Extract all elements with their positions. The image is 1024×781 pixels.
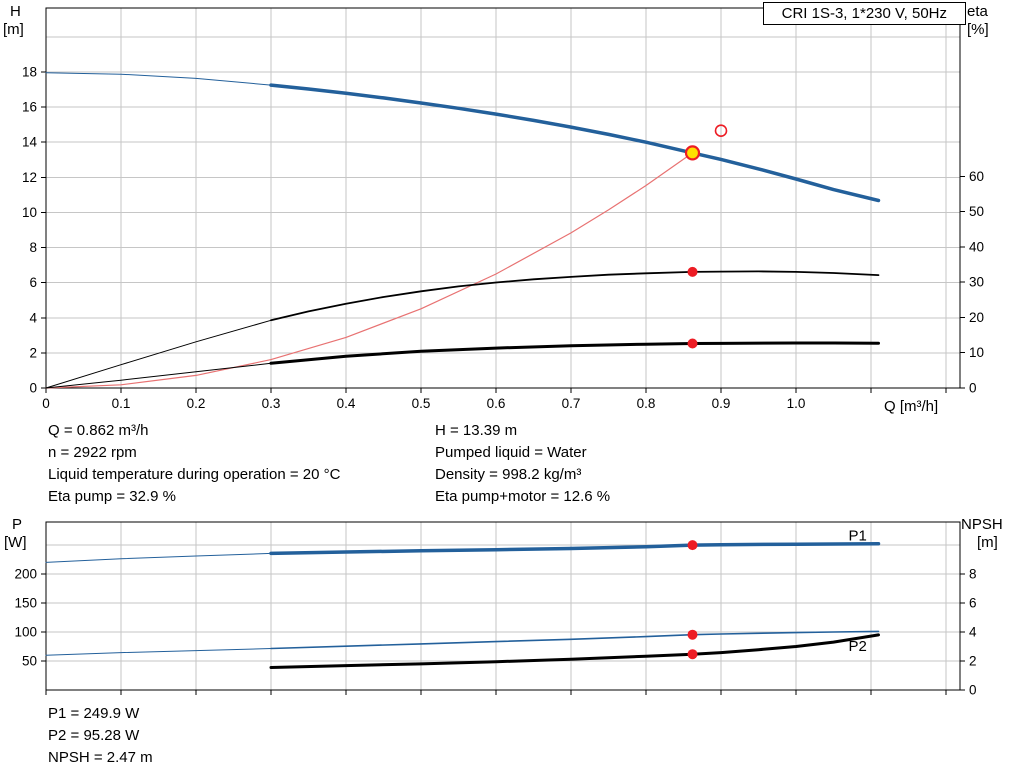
duty-point-marker[interactable] <box>684 145 701 161</box>
y-right-tick-label: 0 <box>969 381 977 396</box>
p1-curve-label: P1 <box>849 527 867 544</box>
y-right-tick-label: 10 <box>969 345 984 360</box>
x-tick-label: 0.2 <box>187 396 206 411</box>
eta-axis-unit: [%] <box>967 21 989 38</box>
requested-duty-marker[interactable] <box>714 124 728 137</box>
result-npsh: NPSH = 2.47 m <box>48 749 153 766</box>
y-right-tick-label: 4 <box>969 625 977 640</box>
y-right-tick-label: 2 <box>969 654 977 669</box>
y-right-tick-label: 6 <box>969 596 977 611</box>
eta-pump-motor-curve <box>269 341 880 365</box>
system-curve <box>45 152 694 389</box>
operating-point-info-left: Q = 0.862 m³/h n = 2922 rpm Liquid tempe… <box>48 420 340 508</box>
y-left-tick-label: 2 <box>29 345 37 360</box>
y-left-tick-label: 100 <box>14 625 37 640</box>
power-npsh-chart: 50 100 150 200 0 2 4 6 8 P1 P2 <box>14 521 977 698</box>
y-right-tick-label: 30 <box>969 275 984 290</box>
npsh-axis-unit: [m] <box>977 534 998 551</box>
eta-pump-duty-dot <box>687 266 698 277</box>
info-density: Density = 998.2 kg/m³ <box>435 466 582 483</box>
y-right-tick-label: 20 <box>969 310 984 325</box>
info-eta-pump: Eta pump = 32.9 % <box>48 488 176 505</box>
info-eta-pump-motor: Eta pump+motor = 12.6 % <box>435 488 611 505</box>
p-axis-title: P <box>12 516 23 533</box>
y-left-tick-label: 14 <box>22 135 38 150</box>
x-tick-label: 0.7 <box>562 396 581 411</box>
y-left-tick-label: 0 <box>29 381 37 396</box>
q-axis-title: Q [m³/h] <box>884 398 939 415</box>
y-right-tick-label: 60 <box>969 169 984 184</box>
h-curve-lowflow <box>45 72 272 86</box>
eta-pump-motor-curve-lowflow <box>45 362 272 389</box>
eta-pump-curve <box>270 270 880 322</box>
p2-curve <box>270 630 880 650</box>
results-block: P1 = 249.9 W P2 = 95.28 W NPSH = 2.47 m <box>48 703 153 769</box>
pump-model-label: CRI 1S-3, 1*230 V, 50Hz <box>781 5 947 22</box>
x-tick-label: 0.5 <box>412 396 431 411</box>
plot-frame <box>45 521 961 691</box>
info-pumped-liquid: Pumped liquid = Water <box>435 444 587 461</box>
npsh-duty-dot <box>687 649 698 660</box>
plot-frame <box>45 7 961 389</box>
x-tick-label: 0.1 <box>112 396 131 411</box>
x-tick-label: 0 <box>42 396 50 411</box>
y-left-tick-label: 12 <box>22 170 37 185</box>
h-axis-title: H <box>10 3 21 20</box>
y-left-tick-label: 200 <box>14 567 37 582</box>
pump-model-box: CRI 1S-3, 1*230 V, 50Hz <box>762 2 966 25</box>
y-left-tick-label: 150 <box>14 596 37 611</box>
eta-axis-title: eta <box>967 3 988 20</box>
info-speed: n = 2922 rpm <box>48 444 137 461</box>
x-tick-label: 0.4 <box>337 396 356 411</box>
eta-pump-curve-lowflow <box>45 319 272 389</box>
result-p2: P2 = 95.28 W <box>48 727 140 744</box>
y-left-tick-label: 8 <box>29 240 37 255</box>
y-right-tick-label: 8 <box>969 567 977 582</box>
hq-eta-chart: 0 2 4 6 8 10 12 14 16 18 0 10 20 30 40 50 60 0 0.1 0.2 0.3 0.… <box>22 7 984 411</box>
p1-curve-lowflow <box>45 552 272 563</box>
x-tick-label: 0.6 <box>487 396 506 411</box>
eta-pump-motor-duty-dot <box>687 338 698 349</box>
info-head: H = 13.39 m <box>435 422 518 439</box>
result-p1: P1 = 249.9 W <box>48 705 140 722</box>
npsh-axis-title: NPSH <box>961 516 1003 533</box>
info-flow: Q = 0.862 m³/h <box>48 422 149 439</box>
y-left-tick-label: 50 <box>22 654 37 669</box>
y-right-tick-label: 40 <box>969 239 984 254</box>
y-left-tick-label: 10 <box>22 205 37 220</box>
p1-curve <box>269 541 881 556</box>
x-tick-label: 0.9 <box>712 396 731 411</box>
y-left-tick-label: 6 <box>29 275 37 290</box>
x-tick-label: 0.8 <box>637 396 656 411</box>
h-curve <box>269 83 881 203</box>
p-axis-unit: [W] <box>4 534 27 551</box>
operating-point-info-right: H = 13.39 m Pumped liquid = Water Densit… <box>435 420 610 508</box>
h-axis-unit: [m] <box>3 21 24 38</box>
y-left-tick-label: 4 <box>29 310 37 325</box>
y-left-tick-label: 18 <box>22 64 37 79</box>
p1-duty-dot <box>687 540 698 551</box>
p2-curve-label: P2 <box>849 638 867 655</box>
npsh-curve <box>269 633 880 669</box>
y-left-tick-label: 16 <box>22 100 37 115</box>
p2-duty-dot <box>687 629 698 640</box>
x-tick-label: 0.3 <box>262 396 281 411</box>
info-liquid-temperature: Liquid temperature during operation = 20… <box>48 466 341 483</box>
x-tick-label: 1.0 <box>787 396 806 411</box>
y-right-tick-label: 0 <box>969 683 977 698</box>
y-right-tick-label: 50 <box>969 204 984 219</box>
p2-curve-lowflow <box>45 648 272 656</box>
